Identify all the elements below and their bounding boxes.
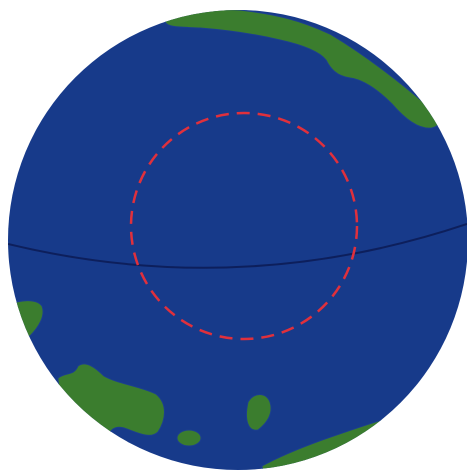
- landmasses: [8, 10, 439, 470]
- selection-ring: [129, 111, 359, 341]
- land: [176, 429, 202, 447]
- equator: [8, 223, 467, 269]
- globe: [8, 10, 467, 470]
- land: [245, 394, 272, 431]
- land: [164, 10, 439, 129]
